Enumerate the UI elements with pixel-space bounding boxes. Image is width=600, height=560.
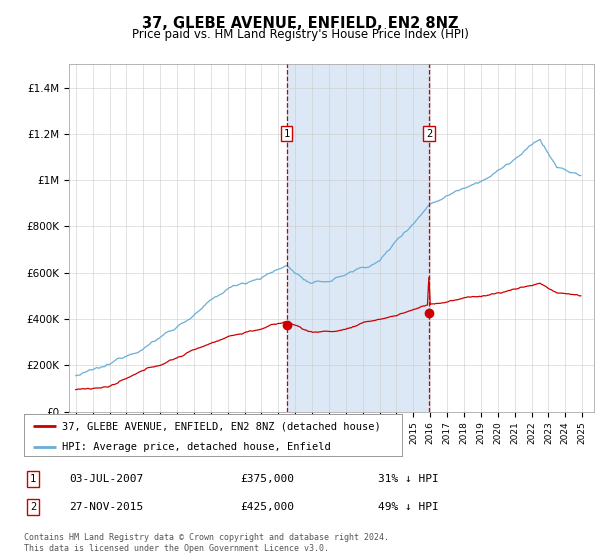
Text: 37, GLEBE AVENUE, ENFIELD, EN2 8NZ: 37, GLEBE AVENUE, ENFIELD, EN2 8NZ [142,16,458,31]
Text: £425,000: £425,000 [240,502,294,512]
Text: £375,000: £375,000 [240,474,294,484]
Text: Price paid vs. HM Land Registry's House Price Index (HPI): Price paid vs. HM Land Registry's House … [131,28,469,41]
Text: Contains HM Land Registry data © Crown copyright and database right 2024.
This d: Contains HM Land Registry data © Crown c… [24,533,389,553]
Bar [287,64,429,412]
Text: 27-NOV-2015: 27-NOV-2015 [69,502,143,512]
Text: HPI: Average price, detached house, Enfield: HPI: Average price, detached house, Enfi… [62,442,331,452]
Text: 49% ↓ HPI: 49% ↓ HPI [378,502,439,512]
Text: 2: 2 [426,129,432,139]
Text: 1: 1 [30,474,36,484]
Text: 03-JUL-2007: 03-JUL-2007 [69,474,143,484]
Text: 2: 2 [30,502,36,512]
Text: 1: 1 [284,129,290,139]
Text: 37, GLEBE AVENUE, ENFIELD, EN2 8NZ (detached house): 37, GLEBE AVENUE, ENFIELD, EN2 8NZ (deta… [62,421,380,431]
Text: 31% ↓ HPI: 31% ↓ HPI [378,474,439,484]
